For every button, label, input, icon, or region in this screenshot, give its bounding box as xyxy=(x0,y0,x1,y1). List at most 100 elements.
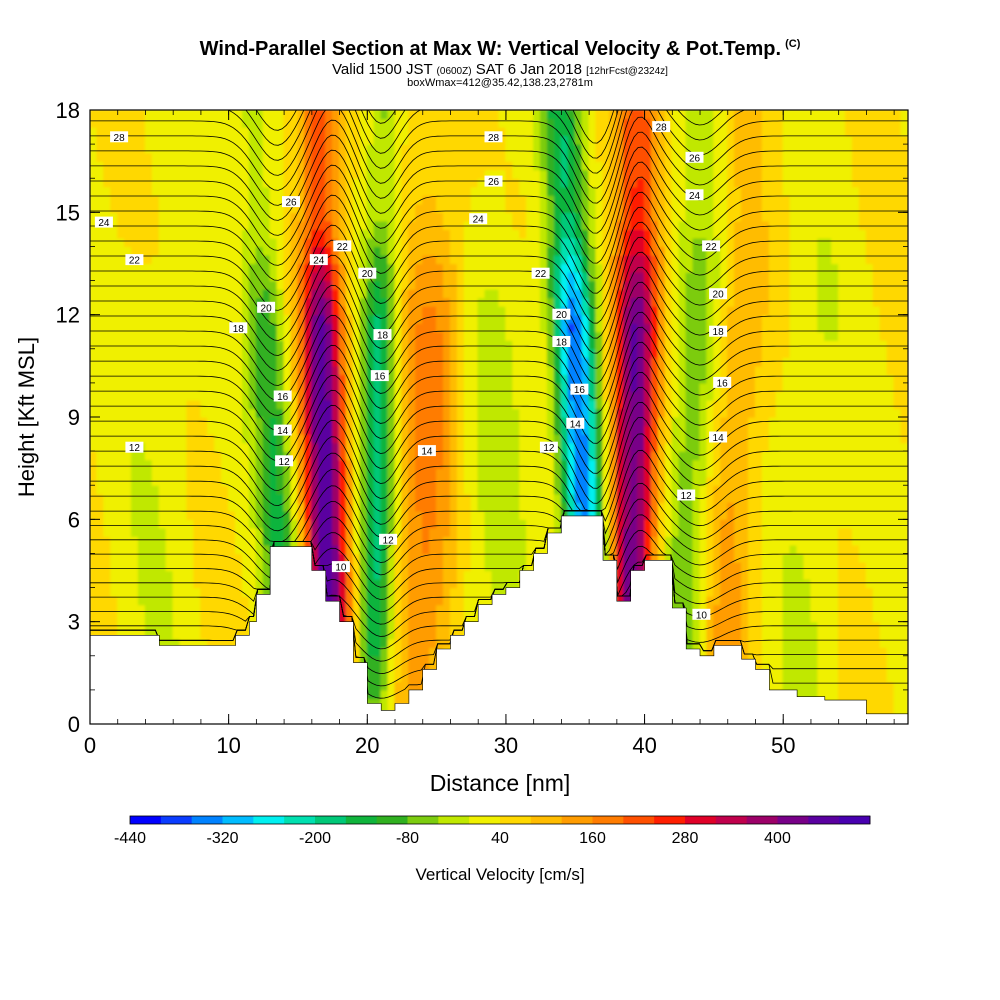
heatmap-cell xyxy=(588,510,597,520)
heatmap-cell xyxy=(865,638,874,648)
heatmap-cell xyxy=(262,484,271,495)
heatmap-cell xyxy=(241,621,251,631)
heatmap-cell xyxy=(685,424,694,435)
chart-title: Wind-Parallel Section at Max W: Vertical… xyxy=(199,38,801,60)
heatmap-cell xyxy=(415,578,424,589)
heatmap-cell xyxy=(158,450,167,461)
heatmap-cell xyxy=(817,399,826,410)
heatmap-cell xyxy=(858,586,867,597)
heatmap-cell xyxy=(505,407,514,418)
heatmap-cell xyxy=(359,433,368,444)
heatmap-cell xyxy=(858,578,867,589)
heatmap-cell xyxy=(865,365,874,375)
heatmap-cell xyxy=(290,399,299,410)
heatmap-cell xyxy=(449,365,458,375)
heatmap-cell xyxy=(124,382,133,393)
heatmap-cell xyxy=(851,407,861,418)
heatmap-cell xyxy=(408,433,417,444)
heatmap-cell xyxy=(491,441,500,452)
heatmap-cell xyxy=(158,595,167,606)
heatmap-cell xyxy=(422,518,431,529)
heatmap-cell xyxy=(650,416,660,427)
heatmap-cell xyxy=(810,612,819,623)
heatmap-cell xyxy=(616,467,625,478)
heatmap-cell xyxy=(422,476,431,486)
heatmap-cell xyxy=(366,510,375,520)
heatmap-cell xyxy=(345,561,355,572)
heatmap-cell xyxy=(796,544,805,555)
heatmap-cell xyxy=(845,612,854,623)
heatmap-cell xyxy=(179,373,188,384)
heatmap-cell xyxy=(768,441,777,452)
heatmap-cell xyxy=(858,655,867,665)
heatmap-cell xyxy=(332,535,341,546)
heatmap-cell xyxy=(747,476,757,486)
heatmap-cell xyxy=(886,382,895,393)
heatmap-cell xyxy=(456,544,465,555)
heatmap-cell xyxy=(151,356,160,367)
heatmap-cell xyxy=(290,459,299,469)
heatmap-cell xyxy=(228,629,237,640)
heatmap-cell xyxy=(886,672,895,682)
heatmap-cell xyxy=(470,373,479,384)
heatmap-cell xyxy=(706,484,715,495)
heatmap-cell xyxy=(727,424,736,435)
heatmap-cell xyxy=(879,561,888,572)
heatmap-cell xyxy=(838,586,847,597)
heatmap-cell xyxy=(276,365,285,375)
heatmap-cell xyxy=(456,407,465,418)
heatmap-cell xyxy=(588,501,597,512)
heatmap-cell xyxy=(165,484,174,495)
heatmap-cell xyxy=(422,459,431,469)
heatmap-cell xyxy=(581,484,590,495)
heatmap-cell xyxy=(470,569,479,580)
heatmap-cell xyxy=(789,510,798,520)
heatmap-cell xyxy=(186,459,195,469)
heatmap-cell xyxy=(865,569,874,580)
heatmap-cell xyxy=(671,365,680,375)
heatmap-cell xyxy=(422,621,431,631)
heatmap-cell xyxy=(720,441,729,452)
heatmap-cell xyxy=(734,407,743,418)
heatmap-cell xyxy=(741,484,750,495)
heatmap-cell xyxy=(380,586,389,597)
heatmap-cell xyxy=(151,407,160,418)
heatmap-cell xyxy=(297,433,306,444)
heatmap-cell xyxy=(248,459,257,469)
heatmap-cell xyxy=(262,467,271,478)
heatmap-cell xyxy=(297,450,306,461)
heatmap-cell xyxy=(734,441,743,452)
heatmap-cell xyxy=(345,441,355,452)
heatmap-cell xyxy=(186,467,195,478)
heatmap-cell xyxy=(803,646,812,657)
heatmap-cell xyxy=(872,424,881,435)
heatmap-cell xyxy=(539,518,549,529)
heatmap-cell xyxy=(352,518,361,529)
heatmap-cell xyxy=(657,467,666,478)
heatmap-cell xyxy=(838,629,847,640)
heatmap-cell xyxy=(96,407,105,418)
heatmap-cell xyxy=(103,390,112,401)
heatmap-cell xyxy=(761,365,770,375)
heatmap-cell xyxy=(429,535,438,546)
heatmap-cell xyxy=(214,459,223,469)
heatmap-cell xyxy=(526,518,535,529)
heatmap-cell xyxy=(338,510,348,520)
heatmap-cell xyxy=(179,629,188,640)
heatmap-cell xyxy=(130,569,140,580)
heatmap-cell xyxy=(741,569,750,580)
heatmap-cell xyxy=(671,484,680,495)
heatmap-cell xyxy=(664,407,673,418)
heatmap-cell xyxy=(900,586,908,597)
heatmap-cell xyxy=(872,373,881,384)
heatmap-cell xyxy=(692,433,701,444)
heatmap-cell xyxy=(851,459,861,469)
heatmap-cell xyxy=(359,578,368,589)
heatmap-cell xyxy=(228,561,237,572)
heatmap-cell xyxy=(449,586,458,597)
heatmap-cell xyxy=(588,399,597,410)
heatmap-cell xyxy=(727,493,736,503)
heatmap-cell xyxy=(387,493,396,503)
heatmap-cell xyxy=(491,552,500,563)
heatmap-cell xyxy=(311,407,320,418)
